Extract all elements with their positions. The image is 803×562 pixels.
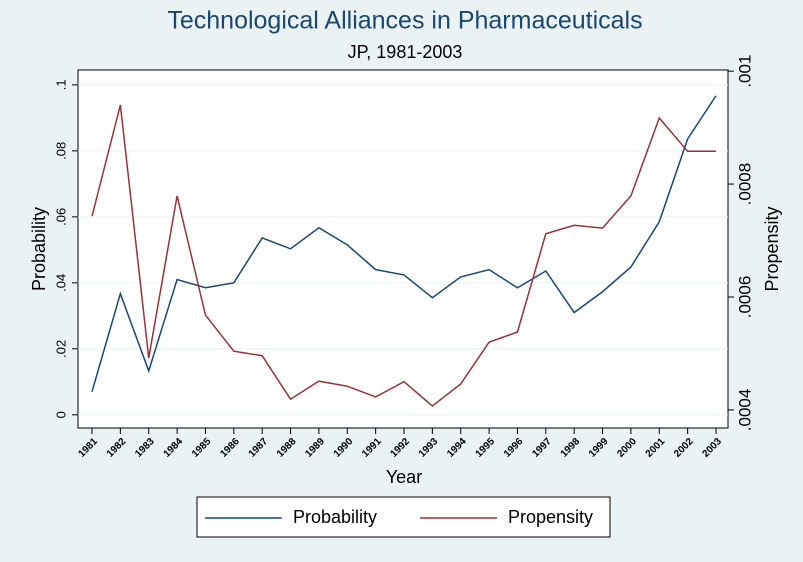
y-tick-label: .1 (53, 79, 68, 90)
y-tick-label: .02 (53, 340, 68, 358)
y2-tick-label: .0008 (735, 163, 754, 206)
x-axis-label: Year (386, 467, 422, 487)
y2-tick-label: .001 (735, 55, 754, 88)
legend (196, 496, 611, 538)
data-line (91, 95, 717, 392)
y-axis-label: Probability (29, 207, 49, 291)
y2-tick-label: .0004 (735, 389, 754, 432)
chart-subtitle: JP, 1981-2003 (348, 42, 463, 62)
y2-axis-label: Propensity (762, 206, 782, 291)
y-tick-label: .04 (53, 274, 68, 292)
legend-label: Probability (293, 507, 377, 527)
legend-label: Propensity (508, 507, 593, 527)
plot-area (77, 69, 729, 429)
y2-tick-label: .0006 (735, 276, 754, 319)
y-tick-label: .06 (53, 208, 68, 226)
y-tick-label: 0 (53, 411, 68, 418)
chart-title: Technological Alliances in Pharmaceutica… (167, 7, 642, 35)
y-tick-label: .08 (53, 142, 68, 160)
data-line (91, 104, 716, 407)
